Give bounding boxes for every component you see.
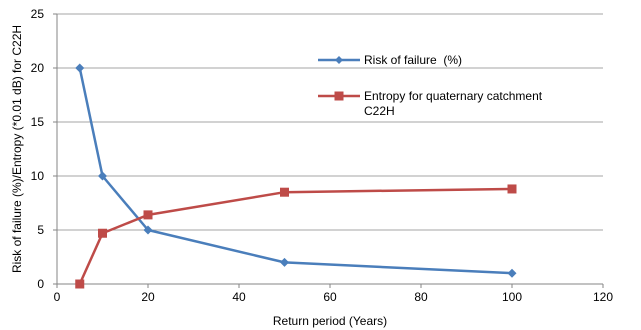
y-axis-label: Risk of failure (%)/Entropy (*0.01 dB) f… [10, 25, 24, 273]
series-1-point-3 [280, 187, 289, 197]
x-tick-label-3: 60 [323, 290, 337, 304]
series-0-point-3 [280, 257, 289, 267]
x-tick-labels: 0 20 40 60 80 100 120 [54, 284, 613, 304]
y-tick-label-1: 5 [37, 223, 44, 237]
legend-label-risk: Risk of failure (%) [364, 53, 462, 67]
y-tick-label-0: 0 [37, 277, 44, 291]
y-tick-label-3: 15 [31, 115, 45, 129]
series-1-point-2 [143, 210, 153, 220]
x-tick-label-1: 20 [141, 290, 155, 304]
y-tick-labels: 0 5 10 15 20 25 [31, 7, 57, 291]
series-1-point-1 [98, 228, 107, 238]
x-tick-label-6: 120 [593, 290, 613, 304]
series-layer [75, 63, 517, 289]
grid-lines [57, 13, 603, 231]
x-tick-label-2: 40 [232, 290, 246, 304]
legend-label-entropy-line2: C22H [364, 104, 395, 118]
y-tick-label-2: 10 [31, 169, 45, 183]
legend-label-entropy-line1: Entropy for quaternary catchment [364, 89, 543, 103]
series-0-point-2 [143, 225, 153, 235]
series-0-point-4 [507, 268, 517, 278]
legend-marker-risk [335, 56, 343, 64]
y-tick-label-5: 25 [31, 7, 45, 21]
series-1-point-4 [507, 184, 517, 194]
x-tick-label-4: 80 [414, 290, 428, 304]
series-0-point-0 [75, 63, 85, 73]
x-axis-label: Return period (Years) [273, 314, 387, 328]
y-tick-label-4: 20 [31, 61, 45, 75]
axes [56, 14, 603, 285]
legend: Risk of failure (%) Entropy for quaterna… [318, 53, 543, 118]
x-tick-label-0: 0 [54, 290, 61, 304]
x-tick-label-5: 100 [502, 290, 522, 304]
series-0-point-1 [98, 171, 107, 181]
series-1-point-0 [75, 279, 85, 289]
legend-marker-entropy [334, 91, 344, 101]
